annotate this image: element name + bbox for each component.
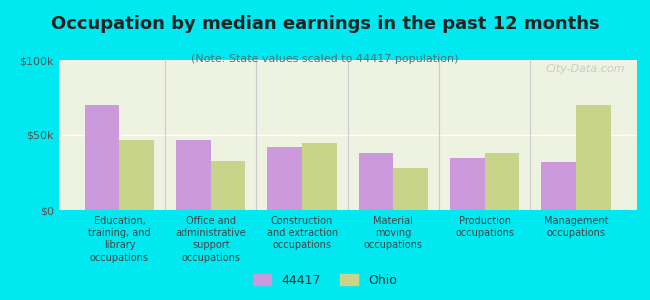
Bar — [84, 105, 120, 210]
Bar — [302, 142, 337, 210]
Bar — [576, 105, 611, 210]
Text: (Note: State values scaled to 44417 population): (Note: State values scaled to 44417 popu… — [191, 54, 459, 64]
Bar — [120, 140, 154, 210]
Bar — [267, 147, 302, 210]
Bar — [393, 168, 428, 210]
Legend: 44417, Ohio: 44417, Ohio — [249, 270, 401, 291]
Bar — [211, 160, 246, 210]
Bar — [541, 162, 576, 210]
Text: City-Data.com: City-Data.com — [546, 64, 625, 74]
Bar — [450, 158, 485, 210]
Bar — [485, 153, 519, 210]
Text: Occupation by median earnings in the past 12 months: Occupation by median earnings in the pas… — [51, 15, 599, 33]
Bar — [176, 140, 211, 210]
Bar — [359, 153, 393, 210]
